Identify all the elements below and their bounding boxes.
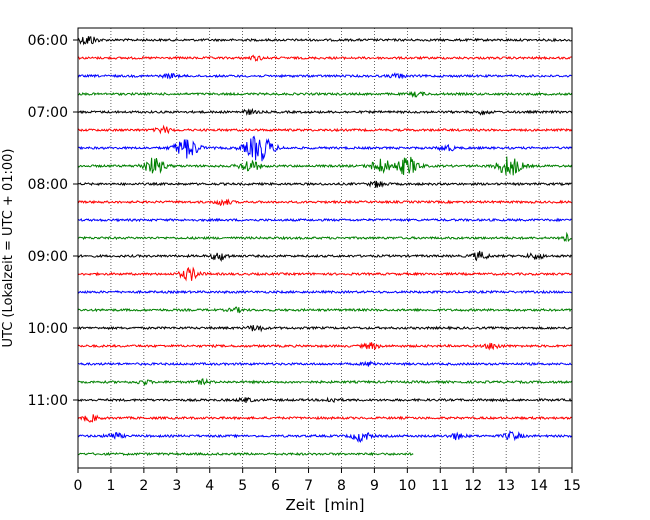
x-tick-label: 1	[106, 478, 115, 494]
seismic-trace-0845	[77, 231, 572, 243]
seismic-trace-0830	[77, 217, 572, 223]
y-tick-label: 09:00	[28, 249, 68, 265]
x-tick-label: 4	[205, 478, 214, 494]
x-tick-label: 5	[238, 478, 247, 494]
seismic-trace-0615	[77, 54, 572, 62]
seismic-trace-0900	[77, 250, 572, 263]
grid-lines	[110, 28, 540, 468]
x-axis-ticks: 0 1 2 3 4 5 6 7 8 9 10 11 12 13 14 15	[74, 468, 581, 494]
y-tick-label: 07:00	[28, 105, 68, 121]
seismic-trace-0930	[77, 289, 572, 295]
seismic-trace-1145	[78, 451, 414, 457]
seismic-trace-0745	[77, 156, 573, 176]
y-tick-label: 10:00	[28, 321, 68, 337]
seismic-trace-0815	[77, 198, 572, 207]
y-axis-label: UTC (Lokalzeit = UTC + 01:00)	[1, 149, 16, 348]
seismic-trace-0730	[77, 135, 572, 162]
seismic-trace-0800	[77, 180, 572, 188]
seismic-trace-1000	[77, 324, 572, 333]
y-axis-ticks: 06:00 07:00 08:00 09:00 10:00 11:00	[28, 33, 78, 409]
x-tick-label: 11	[431, 478, 449, 494]
x-tick-label: 0	[74, 478, 83, 494]
seismic-trace-1115	[77, 414, 572, 423]
seismic-trace-0915	[77, 266, 572, 282]
seismic-trace-0630	[77, 72, 572, 80]
x-tick-label: 10	[398, 478, 416, 494]
seismic-trace-0715	[77, 124, 573, 135]
seismic-trace-1100	[77, 396, 572, 404]
seismic-trace-1130	[77, 430, 572, 443]
seismic-trace-0645	[77, 90, 573, 98]
plot-frame	[77, 27, 573, 469]
y-tick-label: 06:00	[28, 33, 68, 49]
x-tick-label: 12	[464, 478, 482, 494]
seismic-trace-1015	[77, 342, 572, 351]
y-tick-label: 11:00	[28, 393, 68, 409]
x-tick-label: 15	[563, 478, 581, 494]
x-tick-label: 13	[497, 478, 515, 494]
seismic-trace-0700	[77, 107, 573, 116]
x-tick-label: 14	[530, 478, 548, 494]
seismic-trace-1045	[77, 377, 573, 387]
x-tick-label: 6	[271, 478, 280, 494]
seismic-trace-0945	[77, 306, 572, 314]
x-tick-label: 8	[337, 478, 346, 494]
x-tick-label: 7	[304, 478, 313, 494]
x-tick-label: 3	[172, 478, 181, 494]
seismic-trace-1030	[77, 360, 572, 367]
x-axis-label: Zeit [min]	[285, 496, 364, 514]
x-tick-label: 2	[139, 478, 148, 494]
seismic-traces	[77, 36, 573, 457]
seismic-trace-0600	[77, 36, 572, 46]
x-tick-label: 9	[370, 478, 379, 494]
y-tick-label: 08:00	[28, 177, 68, 193]
